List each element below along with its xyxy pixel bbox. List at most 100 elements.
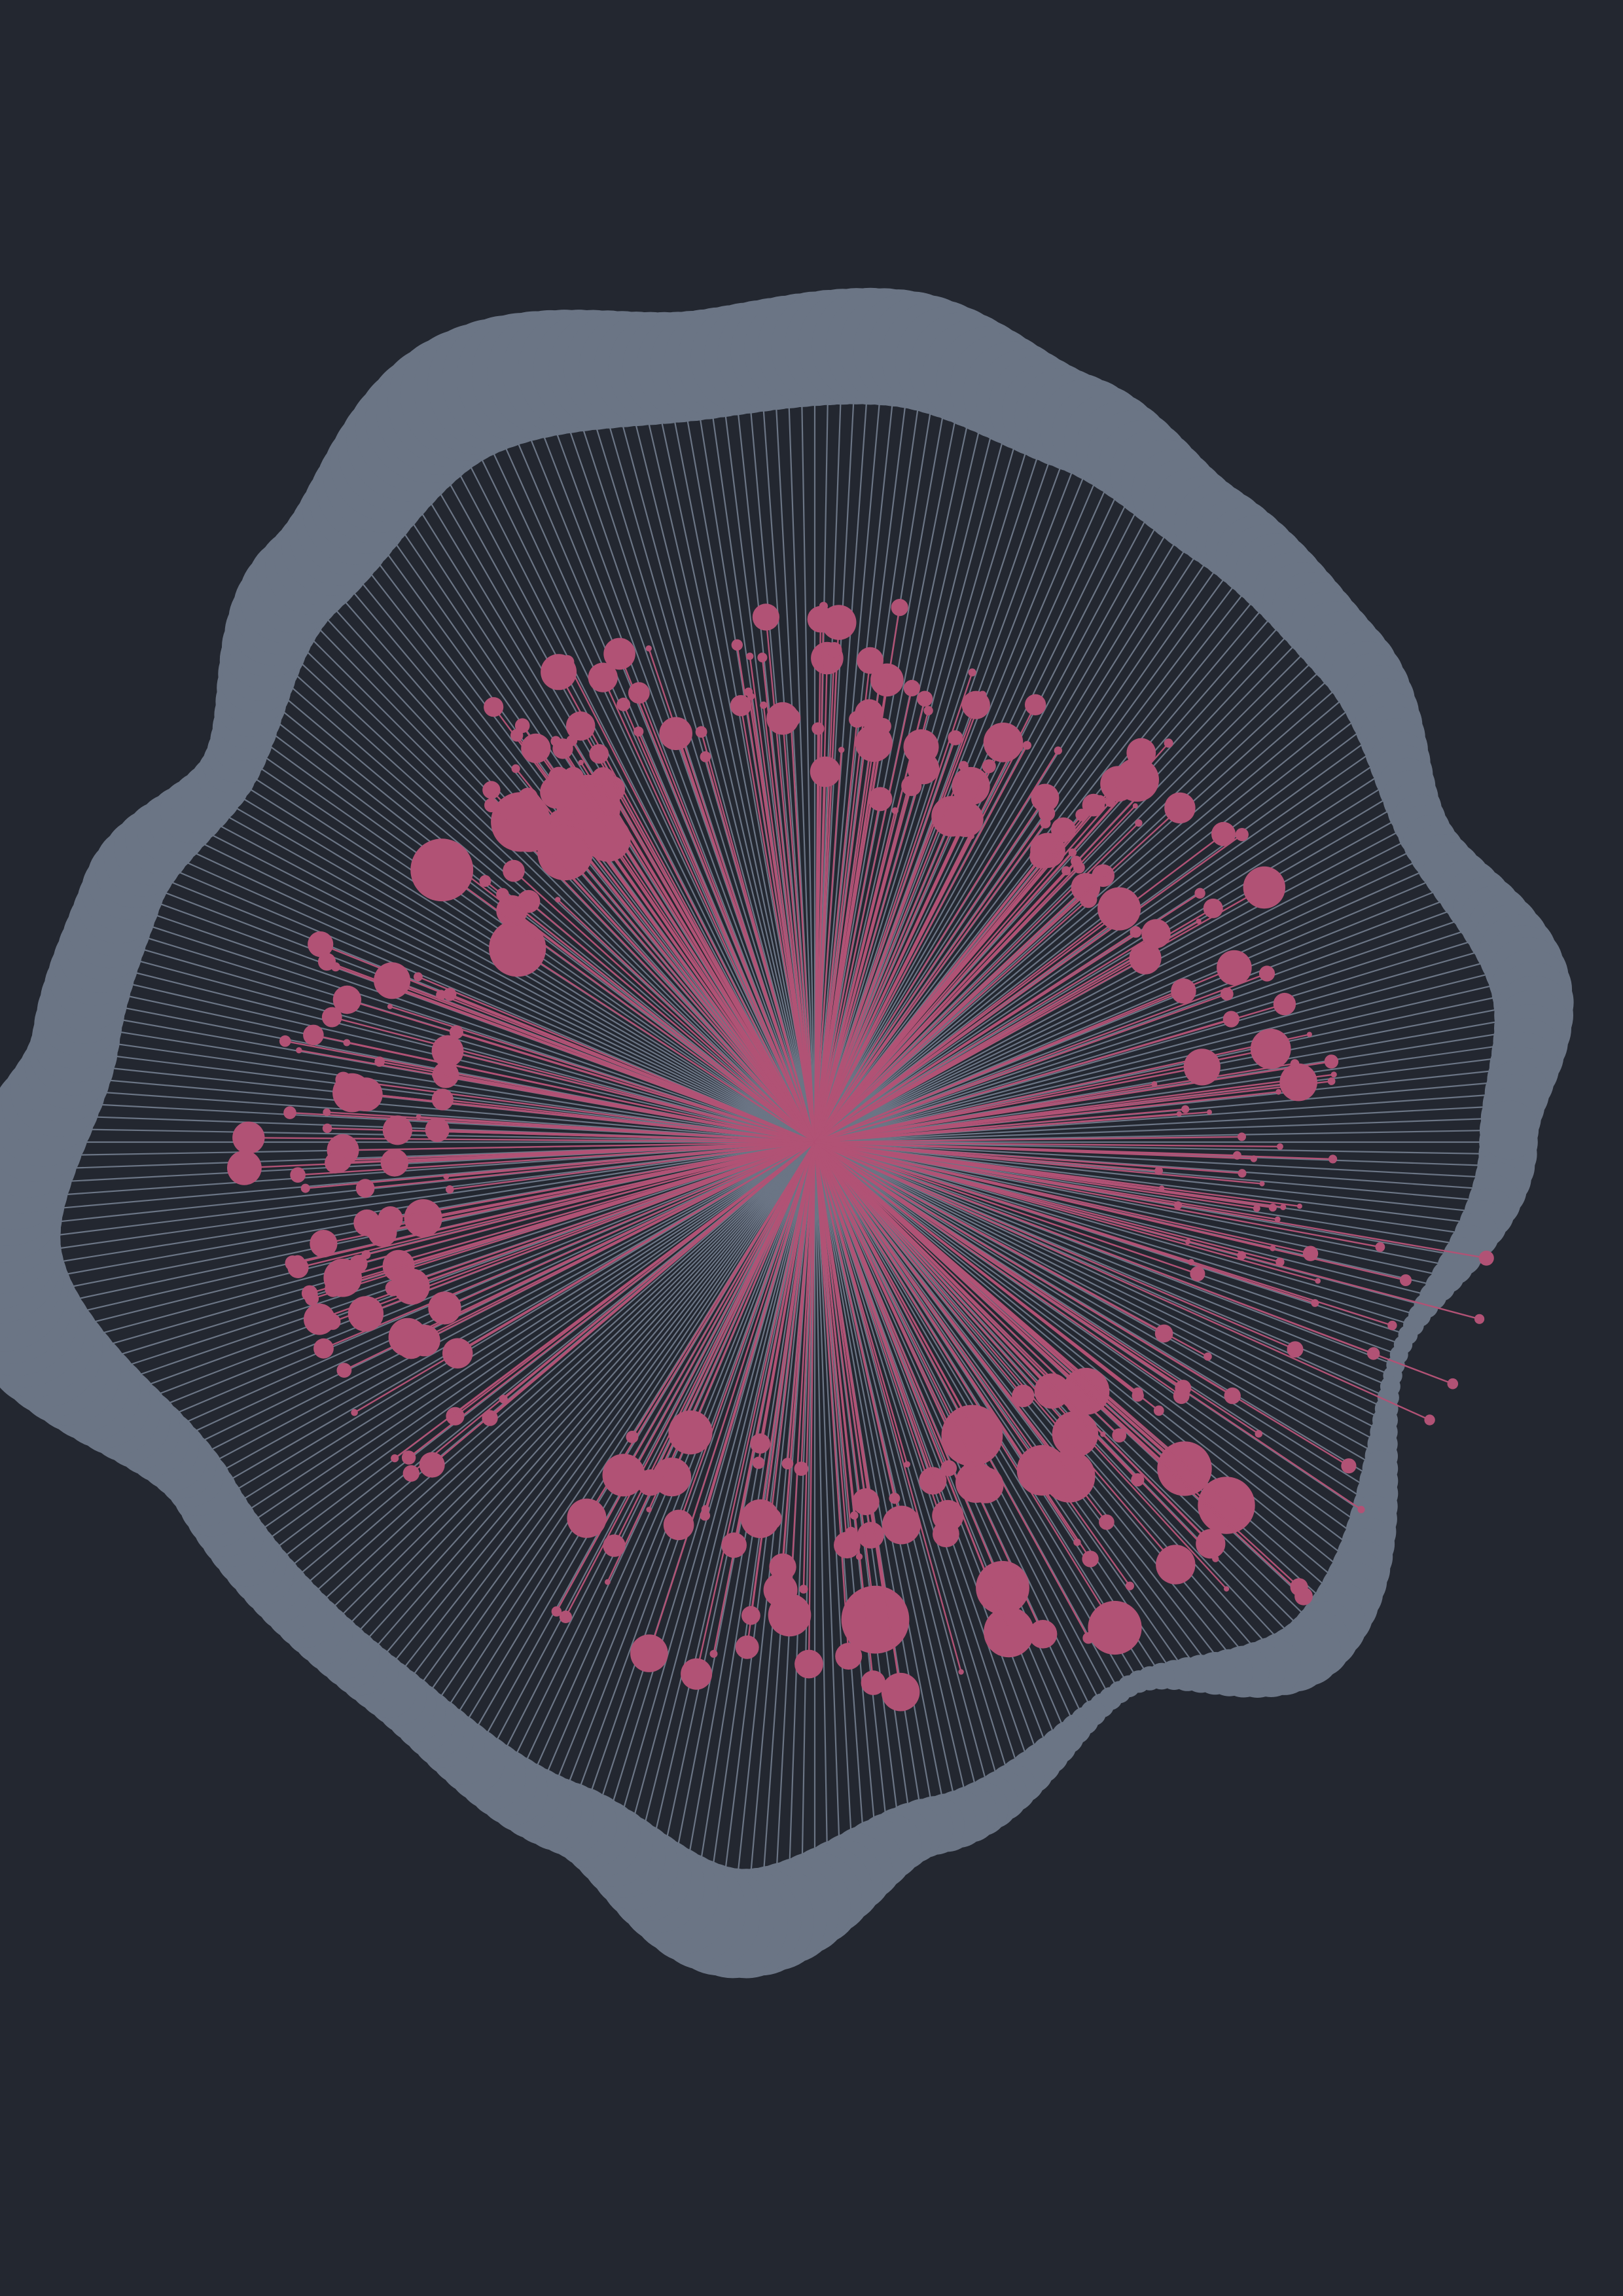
gray-ray (601, 1141, 816, 1839)
pink-ray (814, 1136, 1242, 1143)
gray-ray (424, 1141, 815, 1721)
pink-ray (814, 1141, 1139, 1393)
gray-ray (645, 1141, 816, 1876)
gray-ray (211, 1141, 815, 1505)
pink-ray (814, 1141, 1319, 1282)
pink-dot (348, 1296, 384, 1332)
pink-dot (978, 691, 987, 699)
gray-ray (814, 1141, 1378, 1494)
pink-dot (982, 759, 996, 774)
gray-ray (649, 368, 816, 1143)
pink-ray (813, 1141, 950, 1469)
pink-dot (1177, 1470, 1184, 1477)
pink-ray (789, 1141, 816, 1615)
pink-dot (735, 1635, 759, 1659)
pink-ray (637, 731, 816, 1143)
pink-dot (1156, 1545, 1196, 1585)
pink-dot (1198, 1477, 1255, 1534)
pink-dot (559, 1610, 573, 1623)
pink-ray (814, 1141, 1362, 1511)
pink-ray (814, 834, 1243, 1143)
pink-ray (814, 807, 1181, 1143)
gray-ray (814, 500, 1186, 1143)
pink-dot (1203, 898, 1223, 918)
gray-ray (433, 1141, 815, 1729)
pink-dot (332, 985, 362, 1014)
pink-dot (589, 744, 609, 764)
pink-dot (1013, 743, 1024, 753)
pink-ray (648, 648, 816, 1143)
pink-dot (232, 1121, 265, 1155)
gray-ray (814, 861, 1445, 1143)
pink-ray (323, 1141, 815, 1350)
pink-ray (814, 1033, 1310, 1143)
gray-ray (287, 1141, 815, 1602)
pink-ray (555, 740, 816, 1143)
pink-dot (752, 603, 779, 631)
gray-ray (814, 1141, 1484, 1225)
pink-dot (410, 838, 474, 902)
pink-dot (567, 1498, 607, 1538)
pink-dot (1258, 965, 1275, 982)
pink-ray (450, 1141, 815, 1191)
gray-ray (814, 509, 1196, 1143)
pink-dot (849, 711, 866, 728)
gray-ray (250, 701, 815, 1143)
pink-dot (1400, 1274, 1412, 1286)
pink-ray (814, 1066, 1203, 1143)
gray-ray (814, 1141, 1366, 1558)
pink-dot (1290, 1578, 1308, 1596)
pink-dot (1164, 792, 1196, 824)
pink-ray (813, 1141, 849, 1657)
pink-dot (446, 1412, 455, 1422)
pink-dot (1088, 1600, 1142, 1655)
pink-dot (838, 747, 845, 753)
gray-ray (279, 607, 815, 1143)
gray-ray (465, 394, 815, 1143)
pink-ray (814, 1141, 1159, 1172)
pink-dot (310, 1230, 338, 1258)
pink-dot (414, 972, 423, 982)
gray-ray (814, 1141, 1230, 1674)
pink-dot (1447, 1378, 1459, 1390)
gray-ray (813, 1141, 948, 1823)
gray-ray (635, 368, 816, 1143)
pink-dot (1212, 1555, 1219, 1562)
pink-ray (814, 1141, 1300, 1208)
pink-dot (325, 1280, 342, 1297)
pink-dot (279, 1035, 291, 1047)
pink-dot (578, 759, 584, 766)
pink-ray (802, 1141, 816, 1590)
pink-dot (482, 781, 501, 799)
pink-dot (1224, 1586, 1230, 1592)
pink-dot (1424, 1414, 1435, 1426)
gray-ray (814, 977, 1529, 1143)
pink-dot (443, 988, 457, 1001)
gray-ray (198, 1141, 815, 1484)
gray-ray (368, 1141, 815, 1675)
pink-ray (814, 1141, 1107, 1523)
gray-ray (190, 1141, 815, 1475)
pink-dot (1478, 1250, 1494, 1266)
pink-dot (1181, 1105, 1190, 1113)
pink-ray (342, 1141, 815, 1151)
pink-dot (709, 1649, 718, 1658)
pink-ray (331, 1016, 815, 1143)
gray-ray (814, 492, 1176, 1143)
pink-dot (388, 1318, 427, 1357)
pink-ray (814, 1018, 1232, 1143)
pink-dot (603, 637, 635, 670)
pink-dot (1154, 1166, 1163, 1175)
pink-dot (626, 1431, 639, 1443)
pink-dot (1068, 848, 1077, 857)
pink-dot (731, 639, 743, 651)
pink-dot (1315, 1278, 1321, 1284)
pink-ray (332, 1141, 815, 1289)
gray-ray (814, 1117, 1511, 1143)
pink-dot (1022, 741, 1032, 750)
pink-dot (1112, 1428, 1127, 1443)
gray-ray (567, 1141, 816, 1820)
pink-dot (380, 1149, 409, 1177)
pink-dot (1099, 1514, 1115, 1530)
gray-ray (664, 367, 816, 1143)
